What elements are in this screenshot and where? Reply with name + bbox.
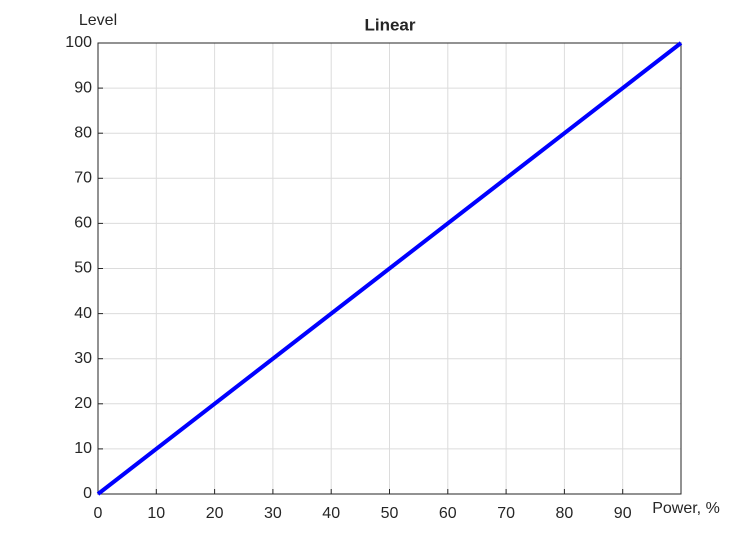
y-tick-label: 30 (74, 350, 92, 367)
y-tick-label: 100 (65, 34, 92, 51)
data-line (96, 41, 683, 496)
x-tick-label: 30 (264, 505, 282, 522)
y-tick-label: 90 (74, 79, 92, 96)
y-tick-label: 40 (74, 305, 92, 322)
y-tick-label: 0 (83, 485, 92, 502)
y-tick-label: 70 (74, 170, 92, 187)
x-tick-label: 50 (381, 505, 399, 522)
x-tick-label: 80 (556, 505, 574, 522)
chart-title: Linear (364, 15, 415, 34)
y-axis-label: Level (79, 12, 117, 29)
x-tick-label: 90 (614, 505, 632, 522)
y-tick-label: 50 (74, 260, 92, 277)
x-tick-label: 60 (439, 505, 457, 522)
x-tick-label: 10 (147, 505, 165, 522)
axes-box (97, 42, 682, 495)
y-tick-label: 20 (74, 395, 92, 412)
x-tick-label: 20 (206, 505, 224, 522)
y-tick-label: 80 (74, 124, 92, 141)
x-tick-label: 40 (322, 505, 340, 522)
y-tick-label: 60 (74, 215, 92, 232)
x-tick-label: 0 (94, 505, 103, 522)
x-tick-label: 70 (497, 505, 515, 522)
y-tick-label: 10 (74, 440, 92, 457)
x-axis-label: Power, % (652, 500, 720, 517)
